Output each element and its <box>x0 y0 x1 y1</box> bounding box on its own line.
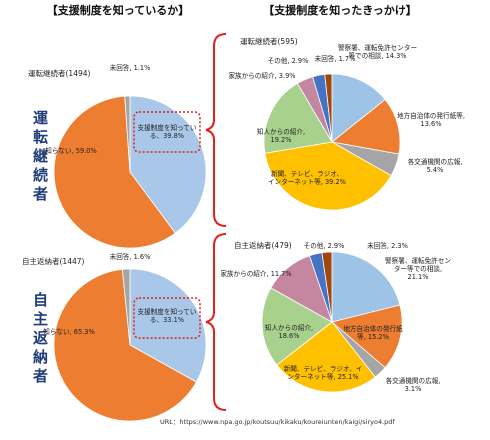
data-label: 地方自治体の発行紙等, 15.2% <box>343 325 403 342</box>
label-box: 地方自治体の発行紙等, 13.6% <box>396 112 466 129</box>
data-label: その他, 2.9% <box>303 242 345 250</box>
label-box: 地方自治体の発行紙等, 15.2% <box>343 325 403 342</box>
data-label: 支援制度を知っている、33.1% <box>137 308 197 325</box>
label-box: 警察署、運転免許センター等での相談, 21.1% <box>385 257 451 282</box>
bracket <box>205 33 227 227</box>
header: 【支援制度を知っているか】 <box>47 3 189 17</box>
label-box: 未回答, 1.6% <box>109 253 151 261</box>
data-label: 新聞、テレビ、ラジオ、インターネット等, 39.2% <box>268 170 346 187</box>
label-box: 家族からの紹介, 11.7% <box>220 270 292 278</box>
source: URL：https://www.npa.go.jp/koutsuu/kikaku… <box>160 418 395 426</box>
label-box: 新聞、テレビ、ラジオ、インターネット等, 39.2% <box>268 170 346 187</box>
data-label: 知らない, 65.3% <box>43 328 95 336</box>
pie-slice <box>53 95 176 249</box>
data-label: その他, 2.9% <box>267 57 309 65</box>
pie-slice <box>121 268 131 346</box>
label-box: 未回答, 1.7% <box>314 55 356 63</box>
bracket <box>205 233 227 411</box>
pie-slice <box>331 251 401 323</box>
row-label: 運転継続者 <box>31 110 49 205</box>
data-label: 地方自治体の発行紙等, 13.6% <box>396 112 466 129</box>
data-label: 新聞、テレビ、ラジオ、インターネット等, 25.1% <box>283 365 363 382</box>
pie-slice <box>324 73 333 143</box>
data-label: 知人からの紹介, 18.6% <box>264 324 314 341</box>
row-label: 自主返納者 <box>31 291 49 387</box>
pie-slice <box>331 98 401 155</box>
label-box: 各交通機関の広報, 5.4% <box>407 158 463 175</box>
chart-title: 運転継続者(595) <box>240 36 298 46</box>
pie-slice <box>321 251 333 323</box>
pie-slice <box>124 95 131 173</box>
highlight-box <box>133 297 201 339</box>
data-label: 未回答, 1.7% <box>314 55 356 63</box>
chart-title: 自主返納者(1447) <box>22 256 85 266</box>
label-box: その他, 2.9% <box>303 242 345 250</box>
label-box: その他, 2.9% <box>267 57 309 65</box>
pie-slice <box>331 73 386 143</box>
label-box: 警察署、運転免許センター等での相談, 14.3% <box>337 44 418 61</box>
label-box: 未回答, 1.1% <box>109 64 151 72</box>
pie-slice <box>263 82 333 154</box>
label-box: 知らない, 59.0% <box>45 147 97 155</box>
label-box: 未回答, 2.3% <box>367 242 408 250</box>
chart-title: 自主返納者(479) <box>234 240 292 250</box>
data-label: 未回答, 1.1% <box>109 64 151 72</box>
label-box: 各交通機関の広報, 3.1% <box>385 377 441 394</box>
pie-slice <box>331 304 403 369</box>
data-label: 知らない, 59.0% <box>45 147 97 155</box>
label-box: 知らない, 65.3% <box>43 328 95 336</box>
label-box: 新聞、テレビ、ラジオ、インターネット等, 25.1% <box>283 365 363 382</box>
pie-slice <box>264 141 392 211</box>
label-box: 家族からの紹介, 3.9% <box>228 72 296 80</box>
data-label: 家族からの紹介, 11.7% <box>220 270 292 278</box>
label-box: 知人からの紹介, 18.6% <box>264 324 314 341</box>
label-box: 支援制度を知っている、33.1% <box>137 308 197 325</box>
label-box: 知人からの紹介, 19.2% <box>256 128 306 145</box>
highlight-box <box>133 111 201 153</box>
data-label: 未回答, 2.3% <box>367 242 408 250</box>
pie-slice <box>129 95 207 234</box>
label-box: 支援制度を知っている、39.8% <box>137 124 197 141</box>
chart-title: 運転継続者(1494) <box>28 68 91 78</box>
header: 【支援制度を知ったきっかけ】 <box>263 3 417 17</box>
data-label: 未回答, 1.6% <box>109 253 151 261</box>
pie-slice <box>276 321 376 393</box>
data-label: 警察署、運転免許センター等での相談, 14.3% <box>337 44 418 61</box>
data-label: 家族からの紹介, 3.9% <box>228 72 296 80</box>
data-label: 各交通機関の広報, 5.4% <box>407 158 463 175</box>
data-label: 各交通機関の広報, 3.1% <box>385 377 441 394</box>
data-label: 警察署、運転免許センター等での相談, 21.1% <box>385 257 451 282</box>
pie-slice <box>53 268 197 422</box>
data-label: 知人からの紹介, 19.2% <box>256 128 306 145</box>
data-label: 支援制度を知っている、39.8% <box>137 124 197 141</box>
pie-slice <box>261 287 333 366</box>
